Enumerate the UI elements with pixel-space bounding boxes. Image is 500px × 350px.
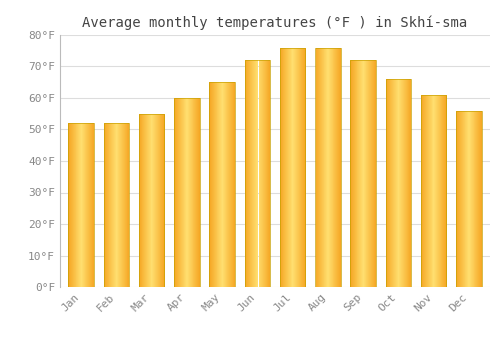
Bar [244,60,270,287]
Bar [280,48,305,287]
Bar [139,114,164,287]
Bar [174,98,200,287]
Bar [104,123,129,287]
Bar [386,79,411,287]
Bar [68,123,94,287]
Bar [421,95,446,287]
Bar [315,48,340,287]
Bar [456,111,481,287]
Title: Average monthly temperatures (°F ) in Skhí-sma: Average monthly temperatures (°F ) in Sk… [82,15,468,30]
Bar [350,60,376,287]
Bar [210,82,235,287]
